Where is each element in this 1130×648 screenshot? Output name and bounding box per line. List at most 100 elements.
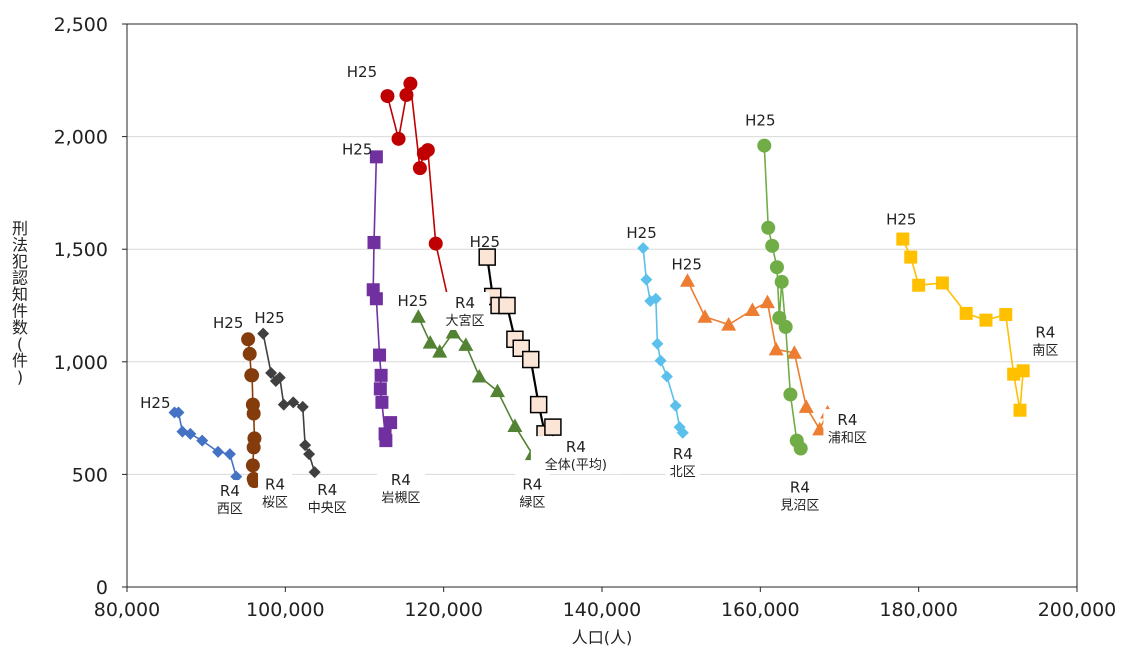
data-point [380,89,395,104]
data-point [373,382,387,396]
start-label: H25 [745,111,775,129]
data-point [904,250,918,264]
data-point [761,220,776,235]
y-tick-label: 500 [72,464,108,486]
end-label-bg [515,473,550,512]
data-point [637,242,650,255]
gridlines [127,23,1077,475]
data-point [257,327,270,340]
data-point [768,341,784,356]
end-label-bg [1028,321,1063,360]
end-label-bg [441,292,490,331]
end-label-region: 緑区 [519,495,545,510]
end-label-region: 西区 [217,502,243,517]
series-line [642,247,684,434]
data-point [445,325,461,339]
data-point [245,458,260,473]
data-point [212,445,225,458]
data-point [778,319,793,334]
series-全体(平均) [478,248,562,443]
end-label-bg [258,473,293,512]
end-label-region: 大宮区 [446,313,485,329]
data-point [369,150,383,164]
data-point [391,131,406,146]
data-point [660,370,673,383]
data-point [793,441,808,456]
data-point [757,138,772,153]
data-point [669,399,682,412]
x-tick-label: 100,000 [246,599,325,621]
data-point [369,292,383,306]
data-point [287,396,300,409]
start-label: H25 [470,233,500,251]
end-label-region: 岩槻区 [381,490,420,506]
data-point [649,292,662,305]
data-point [786,345,802,359]
data-point [246,440,261,455]
data-point [979,313,993,327]
end-label-year: R4 [265,475,285,493]
data-point [172,406,185,419]
y-axis-title: 刑法犯認知件数(件) [12,219,28,387]
data-point [522,350,540,369]
start-label: H25 [347,63,377,81]
data-point [654,354,667,367]
series-浦和区 [680,273,836,436]
end-label-region: 中央区 [308,501,347,516]
start-label: H25 [254,309,284,327]
data-point [651,337,664,350]
start-label: H25 [672,255,702,273]
data-point [246,406,261,421]
series-line [686,280,829,432]
data-point [529,395,548,414]
data-point [184,427,197,440]
x-tick-label: 140,000 [563,599,642,621]
data-point [422,335,438,349]
data-point [428,236,443,251]
start-label: H25 [886,210,916,228]
data-point [798,399,814,413]
end-label-region: 南区 [1032,342,1058,358]
x-tick-label: 120,000 [404,599,483,621]
series-line [386,83,472,316]
x-axis-title: 人口(人) [572,628,633,647]
data-point [379,434,393,448]
data-point [783,387,798,402]
data-point [478,248,496,266]
y-tick-labels: 0 500 1,000 1,500 2,000 2,500 [54,14,127,599]
end-label-year: R4 [790,479,810,497]
data-point [721,317,737,331]
data-point [999,308,1013,322]
data-point [296,400,309,413]
data-point [384,416,398,430]
data-point [490,383,505,398]
end-label-bg [823,409,872,448]
series-line [763,145,802,449]
end-label-year: R4 [455,294,475,312]
series-北区 [637,242,689,439]
data-point [399,87,414,102]
series-南区 [896,232,1030,417]
data-point [765,238,780,253]
end-label-year: R4 [391,471,411,489]
data-point [640,273,653,286]
annotation-labels: H25 H25 H25 H25 H25 H25 H25 H25 H25 H25 H25 R4 西区 R4 桜… [140,63,1063,519]
data-point [458,337,474,351]
series-line [902,238,1024,411]
data-point [544,418,562,436]
end-label-year: R4 [673,445,693,463]
end-label-bg [303,478,352,517]
end-label-region: 浦和区 [828,431,867,446]
data-point [273,371,286,384]
data-point [744,302,760,317]
end-label-region: 北区 [670,465,696,480]
data-point [498,296,516,315]
end-label-bg [775,476,824,515]
start-label: H25 [140,394,170,412]
start-label: H25 [626,224,656,242]
end-label-region: 全体(平均) [545,457,607,473]
data-point [959,306,973,320]
data-point [676,426,689,439]
data-point [241,332,256,347]
end-label-year: R4 [1035,323,1055,341]
